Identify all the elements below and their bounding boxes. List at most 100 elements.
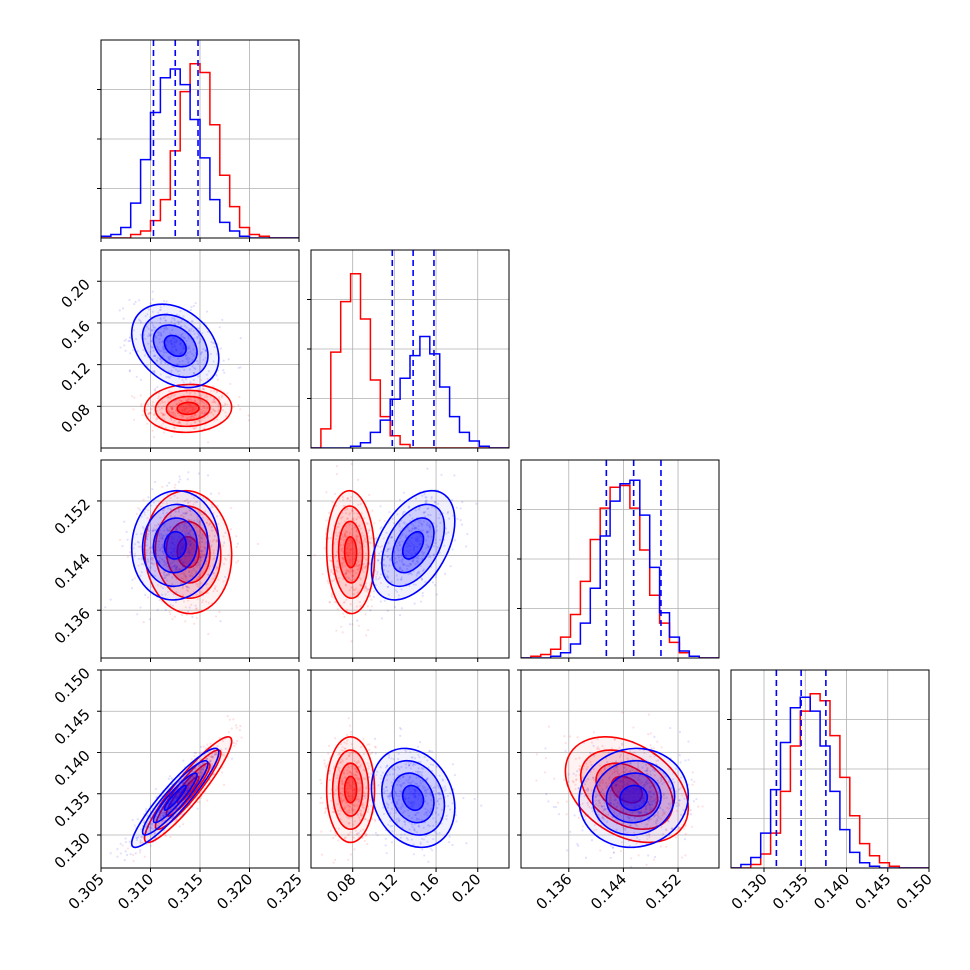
- sample-point: [204, 356, 207, 359]
- sample-point: [348, 724, 352, 727]
- sample-point: [159, 308, 162, 311]
- sample-point: [194, 413, 197, 416]
- sample-point: [204, 547, 207, 550]
- sample-point: [228, 533, 231, 536]
- sample-point: [197, 765, 200, 768]
- sample-point: [149, 826, 152, 829]
- sample-point: [184, 555, 187, 558]
- sample-point: [367, 530, 371, 533]
- sample-point: [193, 622, 196, 625]
- sample-point: [348, 623, 352, 626]
- sample-point: [159, 529, 162, 532]
- sample-point: [430, 497, 433, 500]
- sample-point: [324, 807, 327, 810]
- sample-point: [127, 339, 130, 343]
- sample-point: [565, 800, 568, 803]
- sample-point: [179, 582, 183, 585]
- sample-point: [163, 523, 166, 526]
- sample-point: [399, 529, 402, 532]
- sample-point: [159, 362, 163, 365]
- sample-point: [199, 555, 202, 558]
- sample-point: [198, 520, 201, 523]
- sample-point: [201, 601, 204, 604]
- sample-point: [163, 573, 166, 577]
- sample-point: [171, 408, 174, 412]
- sample-point: [180, 790, 184, 793]
- sample-point: [181, 409, 184, 412]
- sample-point: [167, 375, 170, 378]
- sample-point: [147, 827, 150, 830]
- sample-point: [359, 546, 362, 549]
- sample-point: [145, 536, 148, 539]
- sample-point: [171, 365, 174, 368]
- sample-point: [186, 356, 189, 359]
- sample-point: [421, 550, 424, 553]
- sample-point: [186, 586, 190, 589]
- sample-point: [647, 732, 650, 736]
- sample-point: [196, 760, 199, 763]
- sample-point: [590, 763, 593, 766]
- sample-point: [190, 404, 193, 407]
- sample-point: [205, 373, 208, 376]
- sample-point: [206, 799, 209, 802]
- sample-point: [185, 423, 188, 426]
- sample-point: [158, 598, 161, 602]
- sample-point: [162, 549, 165, 553]
- sample-point: [390, 841, 394, 844]
- sample-point: [185, 512, 188, 515]
- sample-point: [170, 407, 173, 411]
- sample-point: [186, 411, 189, 414]
- sample-point: [169, 789, 172, 793]
- sample-point: [172, 537, 175, 540]
- sample-point: [347, 569, 351, 573]
- sample-point: [223, 541, 226, 544]
- sample-point: [400, 578, 403, 581]
- sample-point: [150, 328, 153, 332]
- sample-point: [351, 772, 354, 775]
- sample-point: [682, 827, 686, 830]
- sample-point: [121, 307, 125, 310]
- sample-point: [361, 805, 365, 809]
- sample-point: [347, 576, 350, 580]
- sample-point: [118, 309, 121, 312]
- sample-point: [428, 750, 431, 753]
- sample-point: [416, 545, 419, 549]
- sample-point: [192, 354, 195, 357]
- sample-point: [170, 342, 174, 345]
- sample-point: [194, 426, 198, 429]
- sample-point: [171, 411, 174, 414]
- sample-point: [215, 568, 218, 571]
- sample-point: [201, 594, 205, 597]
- sample-point: [409, 563, 413, 567]
- sample-point: [170, 350, 173, 353]
- sample-point: [368, 588, 371, 591]
- sample-point: [195, 582, 198, 586]
- sample-point: [187, 778, 190, 781]
- sample-point: [189, 406, 192, 410]
- sample-point: [150, 504, 153, 507]
- sample-point: [456, 517, 459, 521]
- sample-point: [147, 823, 150, 826]
- sample-point: [217, 404, 220, 407]
- sample-point: [352, 747, 355, 750]
- sample-point: [187, 787, 190, 791]
- sample-point: [172, 541, 175, 544]
- sample-point: [544, 756, 547, 760]
- sample-point: [357, 560, 360, 563]
- sample-point: [181, 548, 184, 552]
- sample-point: [335, 473, 338, 476]
- sample-point: [425, 499, 428, 502]
- sample-point: [181, 415, 185, 418]
- sample-point: [349, 578, 352, 581]
- sample-point: [374, 831, 378, 835]
- sample-point: [345, 782, 349, 785]
- sample-point: [180, 320, 183, 323]
- sample-point: [136, 540, 139, 544]
- sample-point: [183, 347, 186, 350]
- sample-point: [216, 515, 219, 518]
- sample-point: [181, 542, 184, 546]
- sample-point: [415, 560, 418, 563]
- sample-point: [183, 524, 186, 528]
- sample-point: [319, 778, 322, 782]
- sample-point: [347, 811, 351, 814]
